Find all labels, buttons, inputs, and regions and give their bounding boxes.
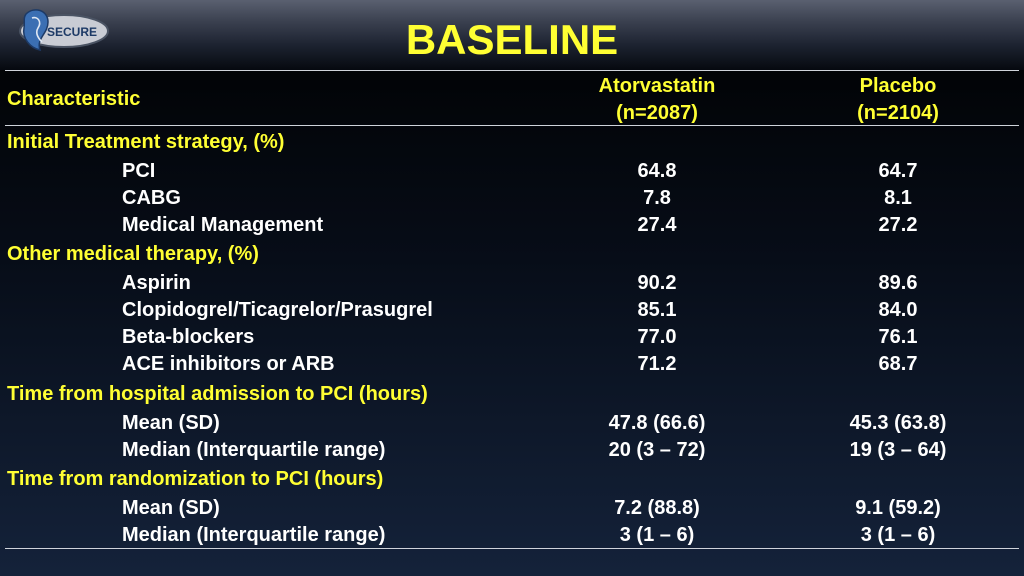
secure-logo: SECURE [19, 9, 109, 51]
row-label: Aspirin [122, 272, 191, 294]
section-heading-medical-therapy: Other medical therapy, (%) [7, 243, 259, 265]
atorvastatin-value: 20 (3 – 72) [608, 439, 706, 461]
atorvastatin-value: 7.2 (88.8) [614, 497, 700, 519]
atorvastatin-value: 71.2 [637, 353, 677, 375]
header-placebo: Placebo [859, 75, 937, 97]
logo-text: SECURE [47, 25, 97, 39]
placebo-value: 19 (3 – 64) [849, 439, 947, 461]
header-characteristic: Characteristic [7, 88, 141, 110]
table-bottom-rule [5, 548, 1019, 549]
header-atorvastatin-n: (n=2087) [616, 102, 698, 124]
atorvastatin-value: 47.8 (66.6) [608, 412, 706, 434]
header-atorvastatin: Atorvastatin [598, 75, 716, 97]
placebo-value: 64.7 [878, 160, 918, 182]
row-label: Median (Interquartile range) [122, 439, 386, 461]
row-label: Clopidogrel/Ticagrelor/Prasugrel [122, 299, 433, 321]
placebo-value: 45.3 (63.8) [849, 412, 947, 434]
atorvastatin-value: 77.0 [637, 326, 677, 348]
atorvastatin-value: 7.8 [643, 187, 671, 209]
row-label: Mean (SD) [122, 497, 220, 519]
placebo-value: 76.1 [878, 326, 918, 348]
section-heading-treatment-strategy: Initial Treatment strategy, (%) [7, 131, 285, 153]
placebo-value: 8.1 [884, 187, 912, 209]
section-heading-admission-to-pci: Time from hospital admission to PCI (hou… [7, 383, 428, 405]
row-label: CABG [122, 187, 181, 209]
placebo-value: 89.6 [878, 272, 918, 294]
atorvastatin-value: 3 (1 – 6) [619, 524, 695, 546]
atorvastatin-value: 64.8 [637, 160, 677, 182]
slide-title: BASELINE [405, 16, 619, 63]
row-label: ACE inhibitors or ARB [122, 353, 335, 375]
atorvastatin-value: 85.1 [637, 299, 677, 321]
row-label: Beta-blockers [122, 326, 255, 348]
placebo-value: 27.2 [878, 214, 918, 236]
row-label: PCI [122, 160, 156, 182]
placebo-value: 3 (1 – 6) [860, 524, 936, 546]
header-top-rule [5, 70, 1019, 71]
placebo-value: 84.0 [878, 299, 918, 321]
section-heading-randomization-to-pci: Time from randomization to PCI (hours) [7, 468, 384, 490]
title-bar [0, 0, 1024, 70]
row-label: Mean (SD) [122, 412, 220, 434]
placebo-value: 9.1 (59.2) [855, 497, 941, 519]
row-label: Medical Management [122, 214, 324, 236]
header-placebo-n: (n=2104) [857, 102, 939, 124]
atorvastatin-value: 27.4 [637, 214, 677, 236]
header-bottom-rule [5, 125, 1019, 126]
placebo-value: 68.7 [878, 353, 918, 375]
row-label: Median (Interquartile range) [122, 524, 386, 546]
atorvastatin-value: 90.2 [637, 272, 677, 294]
